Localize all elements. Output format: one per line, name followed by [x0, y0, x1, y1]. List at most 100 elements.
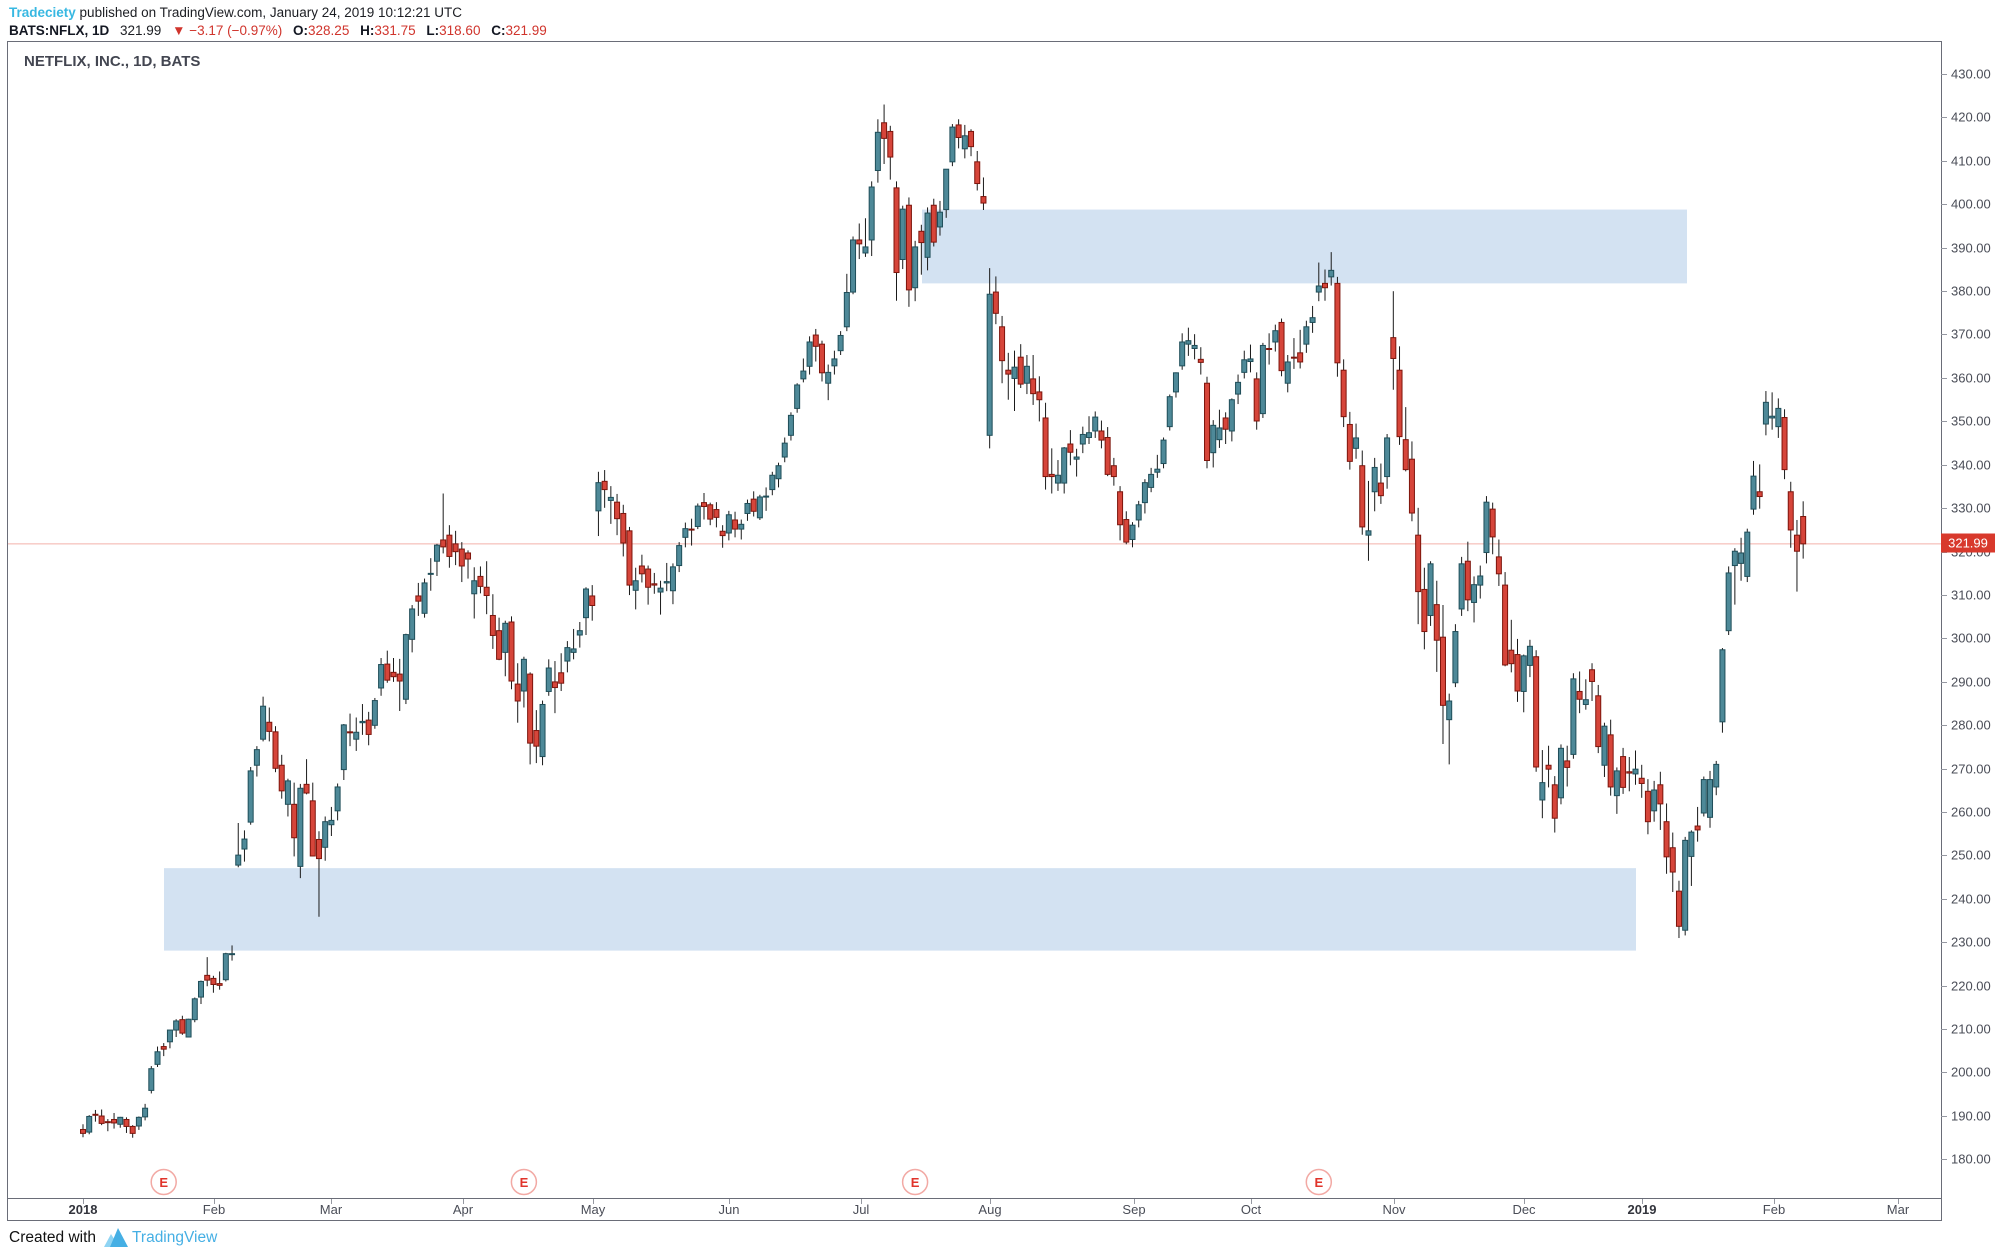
candle-down — [272, 731, 279, 769]
candle-up — [1719, 649, 1726, 723]
price-tick — [1941, 204, 1947, 206]
supply-zone-rectangle[interactable] — [922, 209, 1687, 284]
candle-down — [905, 204, 912, 291]
earnings-marker-circle[interactable] — [901, 1168, 929, 1196]
candle-down — [1297, 352, 1304, 363]
candle-down — [974, 161, 981, 185]
time-tick — [1251, 1199, 1252, 1204]
demand-zone-rectangle[interactable] — [164, 868, 1636, 951]
candle-down — [1514, 654, 1521, 692]
candle-up — [471, 580, 478, 595]
time-tick — [331, 1199, 332, 1204]
candle-up — [1725, 572, 1732, 632]
candle-down — [1017, 356, 1024, 385]
candle-up — [409, 608, 416, 640]
candle-up — [1353, 437, 1360, 449]
candle-down — [1036, 391, 1043, 401]
candle-up — [1303, 326, 1310, 345]
candle-down — [651, 583, 658, 586]
earnings-marker-circle[interactable] — [510, 1168, 538, 1196]
candle-down — [887, 130, 894, 158]
candle-up — [433, 544, 440, 562]
time-tick — [593, 1199, 594, 1204]
candle-down — [980, 196, 987, 204]
close-label: C: — [491, 23, 506, 38]
candle-up — [1154, 468, 1161, 473]
candle-up — [576, 630, 583, 636]
price-tick — [1941, 74, 1947, 75]
earnings-marker-circle[interactable] — [1305, 1168, 1333, 1196]
price-tick-label: 330.00 — [1951, 500, 1991, 516]
candle-up — [1613, 770, 1620, 797]
candle-up — [1185, 340, 1192, 345]
earnings-marker-label: E — [159, 1175, 168, 1190]
candle-down — [1030, 378, 1037, 395]
price-tick-label: 230.00 — [1951, 934, 1991, 950]
candle-down — [1340, 369, 1347, 418]
candle-up — [1446, 700, 1453, 721]
symbol-label[interactable]: BATS:NFLX, 1D — [9, 23, 110, 38]
publish-byline: Tradeciety published on TradingView.com,… — [9, 5, 462, 20]
candle-down — [266, 721, 273, 732]
candle-up — [1247, 358, 1254, 363]
candle-up — [843, 291, 850, 328]
candle-up — [539, 703, 546, 758]
price-tick-label: 360.00 — [1951, 370, 1991, 386]
price-tick-label: 210.00 — [1951, 1021, 1991, 1037]
candle-down — [1322, 282, 1328, 289]
candle-up — [1539, 782, 1546, 801]
price-axis[interactable]: 180.00 190.00 200.00 210.00 220.00 230.00 240.… — [1941, 41, 1997, 1198]
candle-down — [477, 575, 484, 587]
price-tick — [1941, 160, 1947, 162]
chart-legend-title: NETFLIX, INC., 1D, BATS — [24, 53, 201, 70]
candle-down — [1495, 556, 1502, 575]
price-tick-label: 290.00 — [1951, 674, 1991, 690]
candle-down — [688, 528, 695, 531]
candle-up — [297, 787, 304, 867]
candle-up — [1179, 341, 1186, 367]
candle-up — [564, 647, 571, 662]
open-label: O: — [293, 23, 309, 38]
candle-down — [1781, 417, 1788, 471]
candle-down — [1675, 890, 1682, 927]
candle-down — [1123, 519, 1130, 543]
candle-down — [1334, 282, 1341, 364]
candle-down — [123, 1118, 130, 1127]
price-tick-label: 380.00 — [1951, 283, 1991, 299]
candle-down — [1595, 695, 1602, 748]
close-value: 321.99 — [505, 23, 547, 38]
price-tick — [1941, 681, 1947, 683]
candle-up — [1700, 779, 1707, 814]
candle-down — [918, 230, 925, 244]
price-tick-label: 370.00 — [1951, 326, 1991, 342]
tradingview-link[interactable]: TradingView — [132, 1228, 218, 1246]
candle-down — [129, 1125, 136, 1134]
candle-down — [533, 730, 540, 747]
candle-down — [1607, 734, 1614, 788]
last-price: 321.99 — [120, 23, 162, 38]
candle-down — [992, 291, 999, 314]
price-tick — [1941, 464, 1947, 466]
time-tick-label: May — [580, 1202, 606, 1217]
candle-down — [1638, 777, 1645, 784]
price-tick — [1941, 1029, 1947, 1031]
price-tick — [1941, 855, 1947, 857]
candle-down — [347, 731, 354, 734]
publisher-link[interactable]: Tradeciety — [9, 5, 76, 20]
candle-up — [1141, 482, 1148, 504]
candle-down — [1508, 649, 1515, 665]
last-price-axis-label: 321.99 — [1941, 533, 1995, 553]
candle-up — [502, 622, 509, 653]
time-axis[interactable]: 2018 Feb Mar Apr May Jun Jul Aug Sep Oct Nov Dec 201… — [8, 1198, 1941, 1221]
candle-up — [1160, 439, 1167, 465]
time-tick — [214, 1199, 215, 1204]
time-tick — [1524, 1199, 1525, 1204]
symbol-status-line: BATS:NFLX, 1D 321.99 ▼ −3.17 (−0.97%) O:… — [9, 23, 547, 38]
time-tick-label: Feb — [1762, 1202, 1786, 1217]
candle-up — [862, 246, 869, 254]
candle-down — [1390, 337, 1397, 359]
earnings-marker-circle[interactable] — [150, 1168, 177, 1196]
candle-down — [384, 663, 391, 681]
